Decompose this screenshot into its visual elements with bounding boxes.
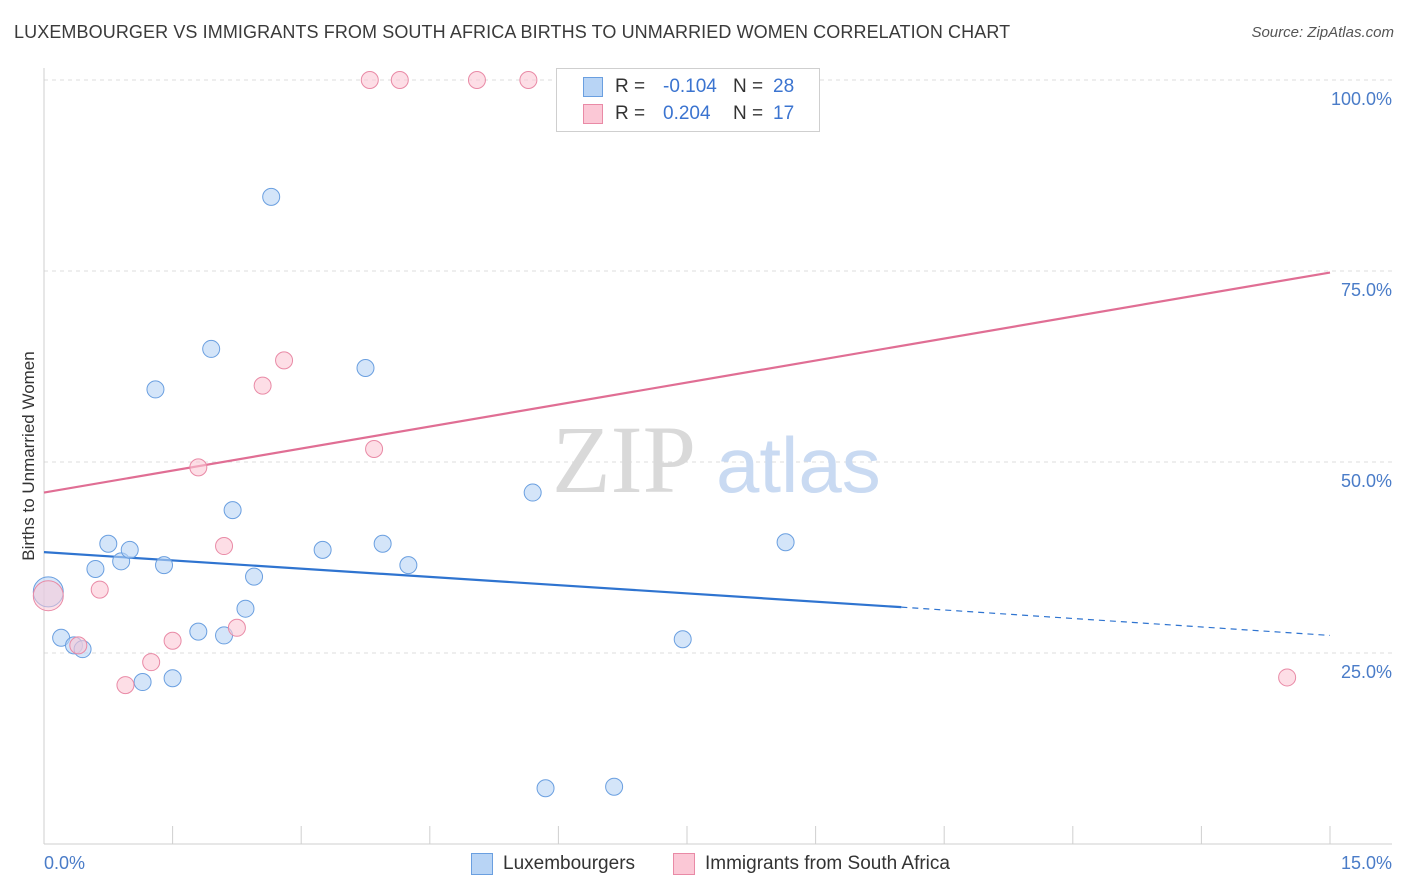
trend-lines [43,271,1331,637]
source-label: Source: ZipAtlas.com [1251,24,1394,41]
y-axis-title: Births to Unmarried Women [19,351,38,560]
chart-title: LUXEMBOURGER VS IMMIGRANTS FROM SOUTH AF… [14,22,1011,42]
data-point [365,440,384,459]
data-point [1278,668,1297,687]
legend-n-label: N = [733,103,764,124]
y-tick-label: 75.0% [1341,280,1392,300]
watermark: ZIP atlas [552,406,881,513]
data-point [776,533,795,552]
bottom-legend-luxembourgers: Luxembourgers [471,851,635,877]
data-point [189,458,208,477]
bottom-legend-south-africa: Immigrants from South Africa [673,851,950,877]
legend-n-value: 17 [773,103,795,124]
data-point [163,669,182,688]
trend-line [43,271,1331,494]
legend-n-value: 28 [773,76,795,97]
data-point [120,540,139,559]
y-tick-label: 50.0% [1341,471,1392,491]
watermark-zip: ZIP [552,406,696,513]
data-point [245,567,264,586]
data-point [155,556,174,575]
data-point [523,483,542,502]
trend-line-extension [901,606,1331,637]
data-point [189,622,208,641]
legend-r-label: R = [615,103,646,124]
data-point [275,351,294,370]
data-point [605,777,624,796]
trend-line [43,551,902,609]
data-point [116,676,135,695]
data-point [223,501,242,520]
data-point [262,187,281,206]
data-point [163,631,182,650]
data-point [142,653,161,672]
data-point [69,636,88,655]
legend-row-south-africa: R = 0.204 N = 17 [583,101,794,127]
y-tick-labels: 25.0% 50.0% 75.0% 100.0% [1331,89,1392,682]
legend-r-value: 0.204 [663,103,711,124]
data-point [86,559,105,578]
legend-row-luxembourgers: R = -0.104 N = 28 [583,74,794,100]
legend-n-label: N = [733,76,764,97]
legend-swatch-pink [583,104,603,124]
data-point [215,537,234,556]
data-point [399,556,418,575]
data-point [373,534,392,553]
legend-r-value: -0.104 [663,76,717,97]
x-ticks [172,826,1331,844]
legend-r-label: R = [615,76,646,97]
data-point [236,599,255,618]
bottom-legend-swatch-blue [471,853,493,875]
data-points [32,71,1297,798]
x-tick-label-max: 15.0% [1341,853,1392,873]
data-point [390,71,409,89]
data-point [360,71,379,89]
bottom-legend-label: Luxembourgers [503,853,636,874]
y-tick-label: 100.0% [1331,89,1392,109]
data-point [32,580,64,612]
data-point [202,339,221,358]
data-point [253,376,272,395]
axes [43,68,1392,845]
data-point [673,630,692,649]
grid-lines [44,79,1392,654]
bottom-legend-swatch-pink [673,853,695,875]
data-point [146,380,165,399]
data-point [467,71,486,89]
bottom-legend-label: Immigrants from South Africa [705,853,950,874]
data-point [133,673,152,692]
x-tick-label-min: 0.0% [44,853,85,873]
data-point [519,71,538,89]
y-tick-label: 25.0% [1341,662,1392,682]
data-point [99,534,118,553]
data-point [90,580,109,599]
data-point [313,540,332,559]
data-point [536,779,555,798]
watermark-atlas: atlas [716,421,881,509]
data-point [356,359,375,378]
legend-swatch-blue [583,77,603,97]
correlation-legend: R = -0.104 N = 28 R = 0.204 N = 17 [556,68,820,132]
data-point [227,618,246,637]
